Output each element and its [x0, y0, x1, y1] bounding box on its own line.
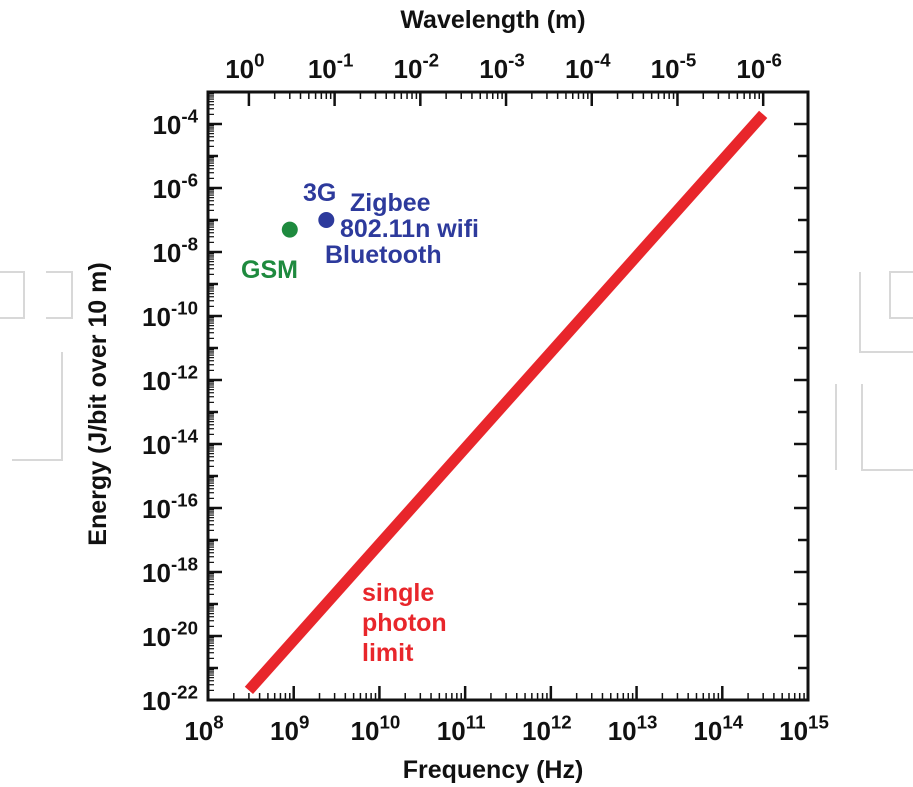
plot-frame: [206, 90, 810, 702]
x-tick-label: 1012: [522, 711, 572, 746]
x-tick-label: 1014: [693, 711, 743, 746]
y-tick-label: 10-16: [142, 489, 198, 524]
y-tick-label: 10-10: [142, 297, 198, 332]
wireless-labels: Zigbee 802.11n wifi Bluetooth: [325, 189, 479, 269]
wireless-protocols-point: [318, 212, 335, 228]
y-tick-label: 10-8: [152, 233, 198, 268]
x-tick-label: 1013: [608, 711, 658, 746]
y-tick-label: 10-6: [152, 169, 198, 204]
x-tick-label: 1015: [779, 711, 829, 746]
top-tick-label: 10-5: [651, 49, 697, 84]
top-tick-label: 100: [225, 49, 264, 84]
y-tick-label: 10-22: [142, 681, 198, 716]
watermark-logo: [0, 271, 913, 471]
y-tick-label: 10-12: [142, 361, 198, 396]
y-tick-label: 10-4: [152, 105, 198, 140]
y-axis-label: Energy (J/bit over 10 m): [84, 262, 112, 545]
y-tick-label: 10-20: [142, 617, 198, 652]
gsm-point: [281, 221, 298, 238]
x-tick-label: 108: [184, 711, 223, 746]
y-tick-label: 10-18: [142, 553, 198, 588]
single-photon-limit-label: single photon limit: [362, 579, 447, 667]
x-tick-label: 1010: [351, 711, 401, 746]
x-tick-label: 1011: [437, 711, 486, 746]
top-tick-label: 10-2: [394, 49, 440, 84]
top-tick-label: 10-4: [565, 49, 611, 84]
top-tick-label: 10-3: [479, 49, 525, 84]
gsm-label: GSM: [241, 256, 298, 284]
single-photon-limit-line: [244, 110, 768, 695]
top-axis-label: Wavelength (m): [400, 6, 585, 34]
3g-label: 3G: [303, 179, 336, 207]
plot-area: 108 109 1010 1011 1012 1013 1014 1015 10-22 10-20…: [142, 49, 829, 746]
top-tick-label: 10-1: [308, 49, 354, 84]
y-tick-label: 10-14: [142, 425, 199, 460]
x-tick-label: 109: [270, 711, 309, 746]
x-axis-label: Frequency (Hz): [403, 756, 584, 784]
top-tick-label: 10-6: [736, 49, 782, 84]
